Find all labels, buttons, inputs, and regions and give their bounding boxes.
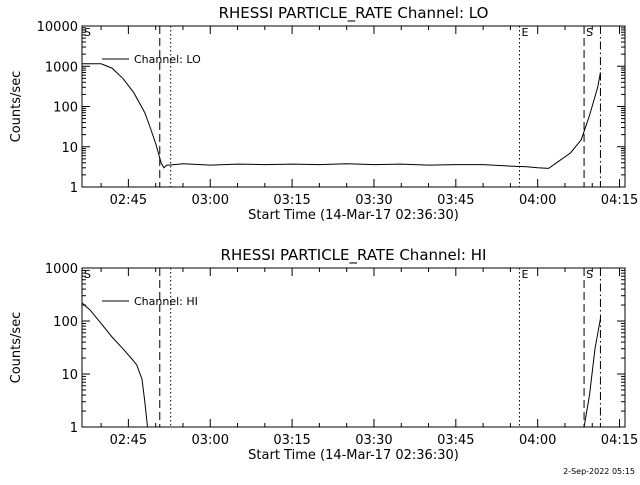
y-axis-label: Counts/sec bbox=[9, 71, 24, 143]
panel-1: RHESSI PARTICLE_RATE Channel: LO 1 10 100 10… bbox=[9, 4, 638, 223]
chart-title: RHESSI PARTICLE_RATE Channel: HI bbox=[221, 246, 487, 265]
x-tick-label: 04:00 bbox=[519, 433, 556, 448]
x-tick-label: 03:30 bbox=[355, 433, 392, 448]
y-axis-label: Counts/sec bbox=[9, 312, 24, 384]
x-tick-label: 04:15 bbox=[601, 433, 638, 448]
x-tick-label: 03:45 bbox=[437, 193, 474, 208]
x-axis-label: Start Time (14-Mar-17 02:36:30) bbox=[248, 208, 459, 223]
event-marker-label: S bbox=[84, 26, 91, 39]
x-tick-label: 03:00 bbox=[192, 433, 229, 448]
y-tick-label: 1000 bbox=[45, 60, 78, 75]
y-tick-label: 10 bbox=[61, 141, 78, 156]
series-line bbox=[583, 318, 601, 428]
legend-label: Channel: LO bbox=[134, 53, 201, 66]
chart-title: RHESSI PARTICLE_RATE Channel: LO bbox=[219, 4, 489, 23]
event-marker-label: E bbox=[521, 268, 528, 281]
x-tick-label: 02:45 bbox=[110, 433, 147, 448]
plot-frame bbox=[81, 25, 626, 188]
x-tick-label: 04:00 bbox=[519, 193, 556, 208]
legend-label: Channel: HI bbox=[134, 295, 198, 308]
series-line bbox=[81, 302, 148, 428]
x-tick-label: 03:15 bbox=[273, 433, 310, 448]
event-marker-label: S bbox=[586, 268, 593, 281]
y-tick-label: 1 bbox=[70, 181, 78, 196]
event-marker-label: S bbox=[84, 268, 91, 281]
x-axis-label: Start Time (14-Mar-17 02:36:30) bbox=[248, 448, 459, 463]
y-tick-label: 100 bbox=[53, 315, 78, 330]
y-tick-label: 100 bbox=[53, 101, 78, 116]
plot-frame bbox=[81, 267, 626, 428]
x-tick-label: 03:00 bbox=[192, 193, 229, 208]
event-marker-label: S bbox=[586, 26, 593, 39]
event-marker-label: E bbox=[521, 26, 528, 39]
x-tick-label: 04:15 bbox=[601, 193, 638, 208]
x-tick-label: 03:30 bbox=[355, 193, 392, 208]
y-tick-label: 10000 bbox=[37, 20, 78, 35]
x-tick-label: 02:45 bbox=[110, 193, 147, 208]
y-tick-label: 1000 bbox=[45, 262, 78, 277]
x-tick-label: 03:15 bbox=[273, 193, 310, 208]
footer-date: 2-Sep-2022 05:15 bbox=[563, 467, 635, 476]
series-line bbox=[82, 63, 601, 169]
x-tick-label: 03:45 bbox=[437, 433, 474, 448]
panel-2: RHESSI PARTICLE_RATE Channel: HI 1 10 100 10… bbox=[9, 246, 638, 463]
y-tick-label: 1 bbox=[70, 421, 78, 436]
y-tick-label: 10 bbox=[61, 368, 78, 383]
